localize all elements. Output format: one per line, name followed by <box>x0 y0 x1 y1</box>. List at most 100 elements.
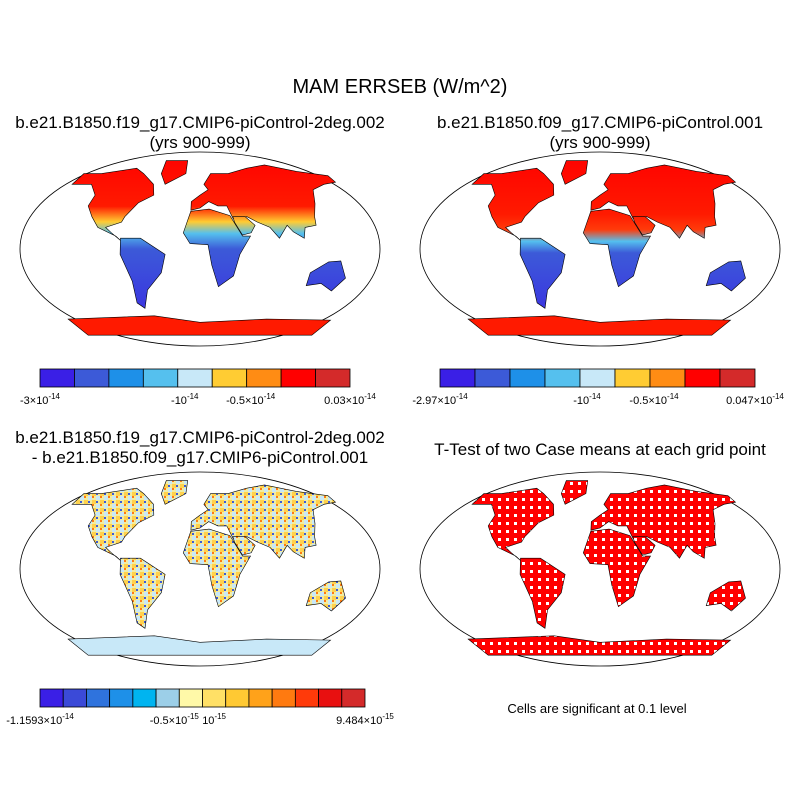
colorbar-box <box>719 368 756 388</box>
colorbar-box <box>225 688 250 708</box>
colorbar-label: -1.1593×10-14 <box>6 712 74 727</box>
colorbar-label: -3×10-14 <box>20 392 61 407</box>
land <box>705 260 746 292</box>
colorbar-box <box>248 688 273 708</box>
colorbar-label: 9.484×10-15 <box>336 712 394 727</box>
label-base: 9.484×10 <box>336 715 382 727</box>
colorbar-box <box>74 368 110 388</box>
colorbar-box <box>315 368 351 388</box>
colorbar-box <box>544 368 581 388</box>
colorbar-box <box>109 688 134 708</box>
panel-title: b.e21.B1850.f09_g17.CMIP6-piControl.001 <box>437 113 763 132</box>
label-base: -10 <box>573 395 589 407</box>
label-base: -3×10 <box>20 395 48 407</box>
land <box>560 160 589 185</box>
land <box>632 536 656 556</box>
colorbar-box <box>39 368 75 388</box>
colorbar-box <box>39 688 64 708</box>
figure-title: MAM ERRSEB (W/m^2) <box>293 76 508 98</box>
colorbar-label: 0.047×10-14 <box>726 392 784 407</box>
label-base: 10 <box>202 715 214 727</box>
land <box>305 260 346 292</box>
colorbar-box <box>294 688 319 708</box>
land <box>160 160 189 185</box>
colorbar-box <box>155 688 180 708</box>
panel-title: b.e21.B1850.f19_g17.CMIP6-piControl-2deg… <box>15 428 385 447</box>
colorbar-box <box>280 368 316 388</box>
label-base: -1.1593×10 <box>6 715 62 727</box>
label-exponent: -15 <box>214 712 226 721</box>
colorbar-box <box>177 368 213 388</box>
label-exponent: -14 <box>456 392 468 401</box>
land <box>232 216 256 236</box>
land <box>182 528 252 608</box>
colorbar-label: -10-14 <box>573 392 601 407</box>
panel-title: (yrs 900-999) <box>549 133 650 152</box>
land <box>519 237 566 309</box>
land <box>67 315 332 336</box>
colorbar-box <box>211 368 248 388</box>
colorbar-box <box>62 688 87 708</box>
panel-title: T-Test of two Case means at each grid po… <box>434 440 766 459</box>
land <box>305 580 346 612</box>
panel-title: (yrs 900-999) <box>149 133 250 152</box>
land <box>232 536 256 556</box>
land <box>632 216 656 236</box>
land <box>71 167 155 241</box>
label-exponent: -15 <box>382 712 394 721</box>
land <box>471 167 555 241</box>
land <box>519 557 566 629</box>
colorbar-box <box>684 368 721 388</box>
colorbar-label: 10-15 <box>202 712 226 727</box>
colorbar-box <box>579 368 616 388</box>
colorbar-label: -0.5×10-14 <box>629 392 679 407</box>
panel-title: b.e21.B1850.f19_g17.CMIP6-piControl-2deg… <box>15 113 385 132</box>
colorbar-box <box>341 688 366 708</box>
colorbar-box <box>439 368 476 388</box>
label-exponent: -14 <box>667 392 679 401</box>
colorbar-label: -0.5×10-15 <box>150 712 200 727</box>
land <box>467 315 732 336</box>
land <box>705 580 746 612</box>
land <box>582 528 652 608</box>
colorbar-box <box>474 368 511 388</box>
land <box>471 487 555 561</box>
colorbar-box <box>108 368 144 388</box>
land <box>119 557 166 629</box>
colorbar-label: 0.03×10-14 <box>324 392 376 407</box>
colorbar-box <box>649 368 686 388</box>
land <box>582 208 652 288</box>
label-exponent: -14 <box>187 392 199 401</box>
colorbar-box <box>86 688 111 708</box>
colorbar-box <box>132 688 157 708</box>
colorbar-box <box>246 368 282 388</box>
label-exponent: -14 <box>264 392 276 401</box>
colorbar-box <box>142 368 179 388</box>
colorbar-box <box>202 688 227 708</box>
colorbar-box <box>318 688 343 708</box>
label-base: -2.97×10 <box>412 395 456 407</box>
panel-title: - b.e21.B1850.f09_g17.CMIP6-piControl.00… <box>32 448 368 467</box>
land <box>182 208 252 288</box>
label-base: 0.03×10 <box>324 395 364 407</box>
colorbar-label: -0.5×10-14 <box>226 392 276 407</box>
label-exponent: -14 <box>364 392 376 401</box>
colorbar-label: -2.97×10-14 <box>412 392 468 407</box>
label-base: -0.5×10 <box>150 715 188 727</box>
label-base: -0.5×10 <box>226 395 264 407</box>
land <box>560 480 589 505</box>
land <box>119 237 166 309</box>
land <box>67 635 332 656</box>
label-exponent: -14 <box>772 392 784 401</box>
label-base: -10 <box>171 395 187 407</box>
colorbar-box <box>178 688 203 708</box>
colorbar-box <box>271 688 296 708</box>
label-exponent: -14 <box>589 392 601 401</box>
label-base: -0.5×10 <box>629 395 667 407</box>
colorbar-box <box>509 368 546 388</box>
label-exponent: -14 <box>62 712 74 721</box>
land <box>160 480 189 505</box>
land <box>71 487 155 561</box>
label-exponent: -14 <box>48 392 60 401</box>
